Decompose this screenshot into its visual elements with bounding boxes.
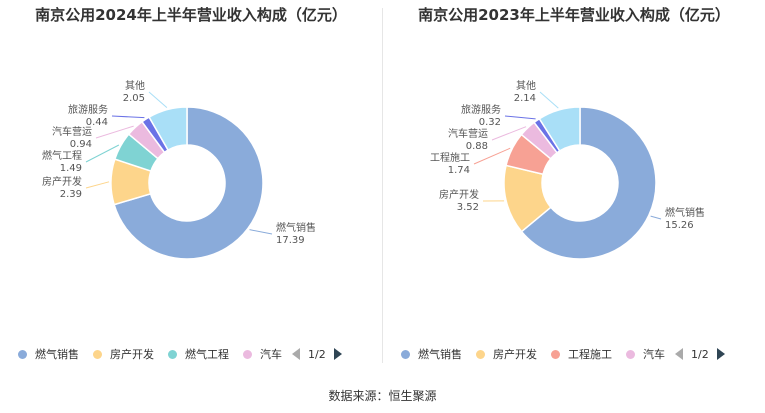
- chart-panel-2023: 南京公用2023年上半年营业收入构成（亿元） 燃气销售 15.26 房产开发 3.52…: [383, 0, 765, 375]
- slice-label-name: 燃气销售: [276, 221, 316, 234]
- slice-label-name: 房产开发: [439, 188, 479, 201]
- legend-label: 汽车: [643, 348, 665, 361]
- slice-label-name: 房产开发: [42, 175, 82, 188]
- legend-page-indicator: 1/2: [691, 347, 709, 361]
- legend-swatch: [626, 349, 635, 359]
- slice-label-value: 2.39: [60, 189, 82, 200]
- legend-swatch: [243, 349, 252, 359]
- slice-label-value: 0.32: [479, 117, 501, 128]
- leader-line: [473, 147, 511, 165]
- slice-label-name: 汽车营运: [448, 127, 488, 140]
- legend-swatch: [168, 349, 177, 359]
- data-source: 数据来源：恒生聚源: [328, 389, 437, 403]
- legend-swatch: [551, 349, 560, 359]
- slice-label-value: 1.49: [60, 163, 82, 174]
- slice-label-name: 汽车营运: [52, 125, 92, 138]
- legend-item[interactable]: 汽车: [626, 346, 665, 362]
- legend-label: 房产开发: [493, 348, 537, 361]
- slice-label-value: 0.94: [70, 139, 92, 150]
- legend-label: 燃气销售: [35, 348, 79, 361]
- chart-legend: 燃气销售 房产开发 燃气工程 汽车 1/2: [18, 344, 342, 364]
- slice-label-value: 1.74: [448, 165, 470, 176]
- legend-swatch: [93, 349, 102, 359]
- legend-item[interactable]: 燃气销售: [18, 346, 79, 362]
- pie-slice-slice-5[interactable]: [148, 106, 188, 152]
- legend-next-arrow-icon[interactable]: [716, 348, 725, 360]
- legend-item[interactable]: 燃气销售: [401, 346, 462, 362]
- slice-label-name: 工程施工: [430, 151, 470, 164]
- leader-line: [504, 115, 536, 120]
- legend-item[interactable]: 燃气工程: [168, 346, 229, 362]
- leader-line: [85, 144, 120, 163]
- chart-title: 南京公用2023年上半年营业收入构成（亿元）: [418, 6, 730, 24]
- slice-label-name: 其他: [516, 79, 536, 92]
- leader-line: [95, 125, 134, 139]
- slice-label-name: 旅游服务: [68, 103, 108, 116]
- legend-swatch: [476, 349, 485, 359]
- slice-label-name: 旅游服务: [461, 103, 501, 116]
- slice-label-value: 2.14: [514, 93, 536, 104]
- legend-swatch: [401, 349, 410, 359]
- legend-label: 燃气工程: [185, 348, 229, 361]
- legend-item[interactable]: 汽车: [243, 346, 282, 362]
- leader-line: [650, 215, 662, 220]
- legend-pager: 1/2: [292, 348, 342, 361]
- chart-panel-2024: 南京公用2024年上半年营业收入构成（亿元） 燃气销售 17.39 房产开发 2.39…: [0, 0, 382, 375]
- panel-divider: [382, 8, 383, 363]
- legend-prev-arrow-icon[interactable]: [292, 348, 300, 360]
- chart-legend: 燃气销售 房产开发 工程施工 汽车 1/2: [401, 344, 725, 364]
- pie-slice-slice-0[interactable]: [520, 106, 657, 260]
- slice-label-value: 15.26: [665, 220, 694, 231]
- pie-slice-slice-5[interactable]: [538, 106, 581, 152]
- legend-item[interactable]: 工程施工: [551, 346, 612, 362]
- legend-label: 燃气销售: [418, 348, 462, 361]
- legend-swatch: [18, 349, 27, 359]
- slice-label-value: 2.05: [123, 93, 145, 104]
- leader-line: [491, 126, 527, 141]
- slice-label-name: 其他: [125, 79, 145, 92]
- legend-prev-arrow-icon[interactable]: [675, 348, 683, 360]
- slice-label-value: 0.88: [466, 141, 488, 152]
- legend-item[interactable]: 房产开发: [476, 346, 537, 362]
- leader-line: [85, 181, 110, 189]
- leader-line: [148, 91, 168, 109]
- legend-label: 汽车: [260, 348, 282, 361]
- slice-label-value: 0.44: [86, 117, 108, 128]
- slice-label-name: 燃气工程: [42, 149, 82, 162]
- slice-label-name: 燃气销售: [665, 206, 705, 219]
- leader-line: [539, 91, 559, 109]
- legend-pager: 1/2: [675, 348, 725, 361]
- leader-line: [249, 229, 273, 235]
- legend-label: 工程施工: [568, 348, 612, 361]
- slice-label-value: 17.39: [276, 235, 305, 246]
- slice-label-value: 3.52: [457, 202, 479, 213]
- chart-title: 南京公用2024年上半年营业收入构成（亿元）: [35, 6, 347, 24]
- leader-line: [111, 115, 145, 119]
- legend-label: 房产开发: [110, 348, 154, 361]
- pie-slice-slice-0[interactable]: [113, 106, 264, 260]
- legend-next-arrow-icon[interactable]: [333, 348, 342, 360]
- legend-item[interactable]: 房产开发: [93, 346, 154, 362]
- legend-page-indicator: 1/2: [308, 347, 326, 361]
